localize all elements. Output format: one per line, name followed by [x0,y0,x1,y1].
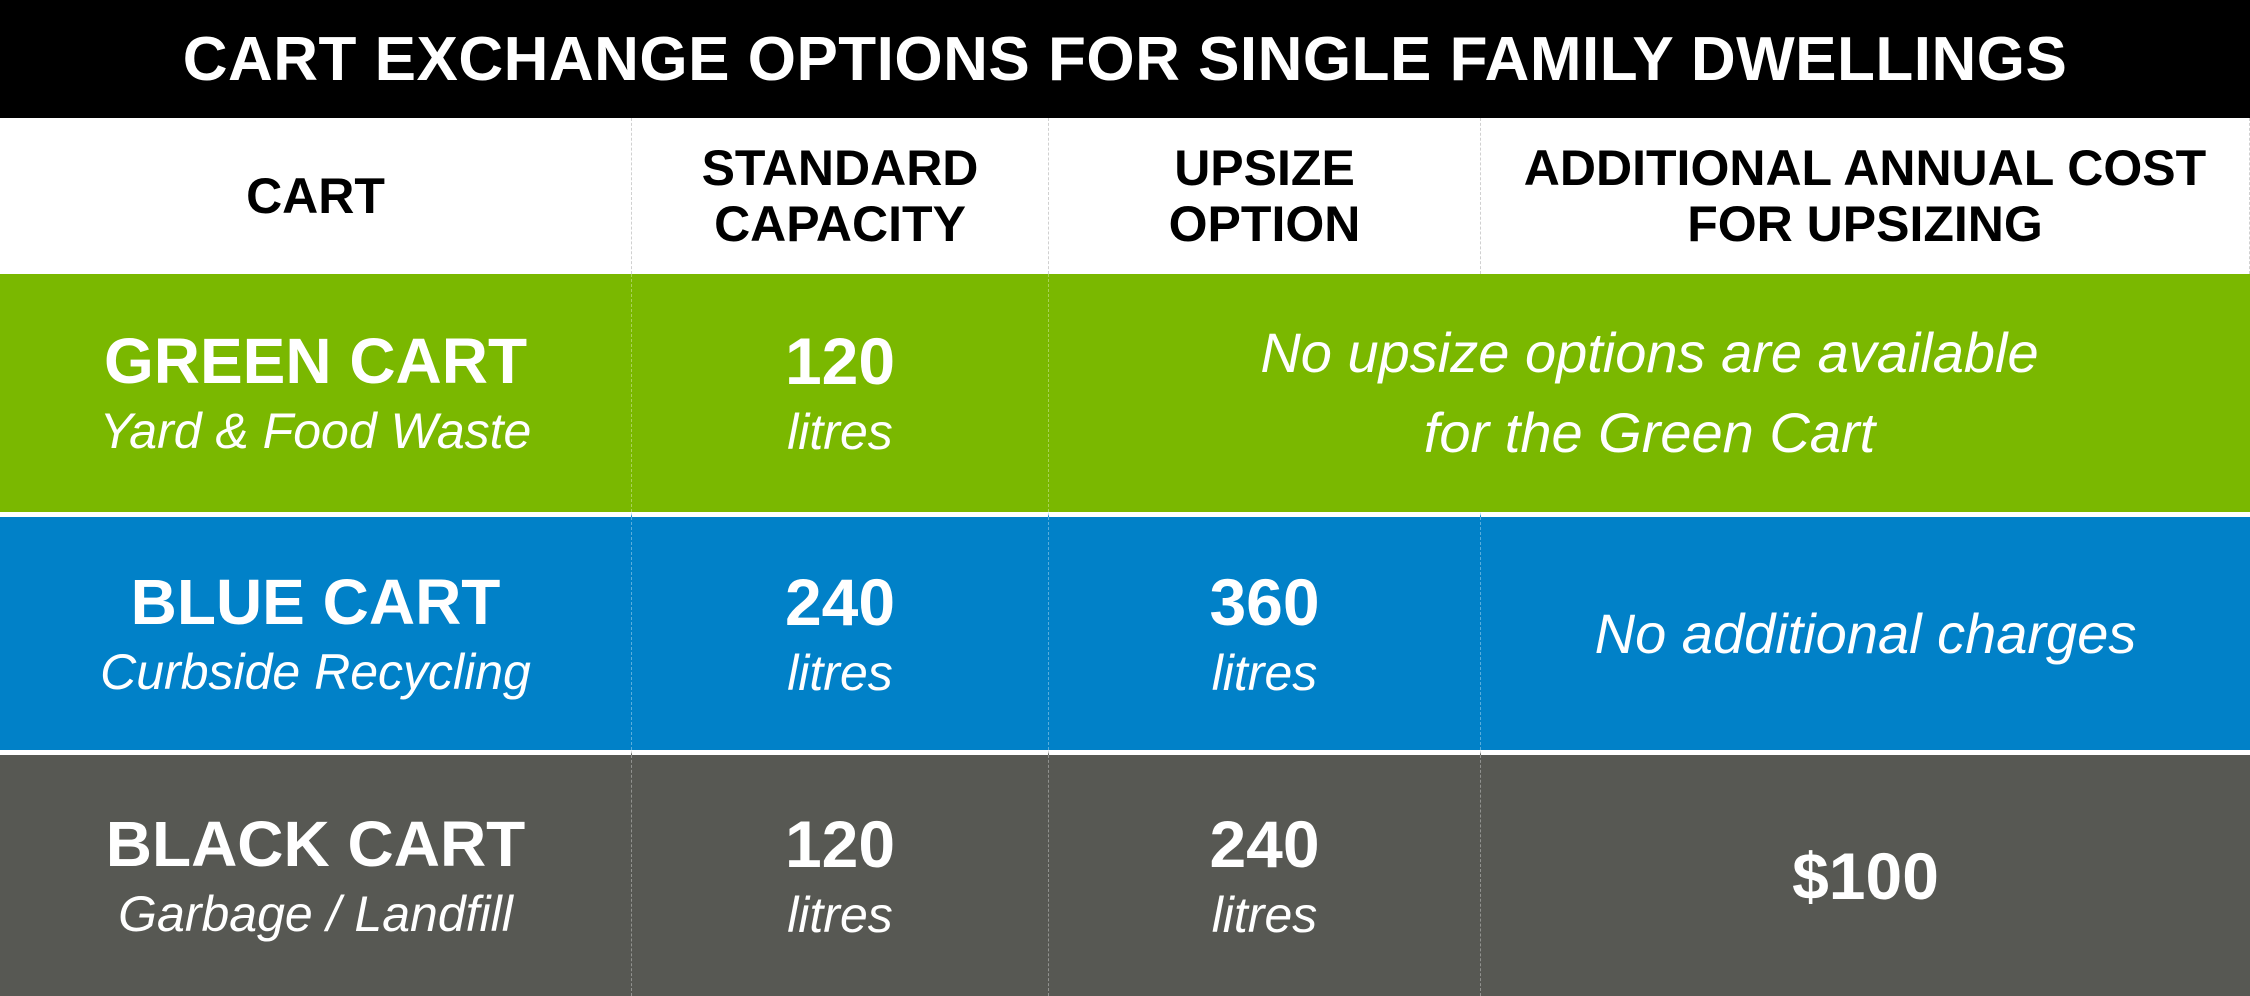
blue-upsize-option: 360 litres [1049,512,1481,750]
blue-standard-capacity: 240 litres [632,512,1049,750]
black-standard-unit: litres [787,886,893,943]
green-standard-capacity: 120 litres [632,274,1049,512]
black-additional-cost: $100 [1481,750,2250,996]
header-standard-capacity: STANDARD CAPACITY [632,118,1049,274]
header-upsize-option: UPSIZE OPTION [1049,118,1481,274]
blue-cart-cell: BLUE CART Curbside Recycling [0,512,632,750]
black-upsize-value: 240 [1209,806,1320,881]
black-cost-price: $100 [1792,838,1939,913]
green-cart-name: GREEN CART [103,325,528,397]
green-standard-value: 120 [784,324,896,398]
table-grid: CART STANDARD CAPACITY UPSIZE OPTION ADD… [0,118,2250,996]
blue-upsize-value: 360 [1209,564,1320,639]
table-title: CART EXCHANGE OPTIONS FOR SINGLE FAMILY … [0,0,2250,118]
black-cart-name: BLACK CART [105,807,526,880]
blue-cost-text: No additional charges [1594,601,2137,665]
header-cost-line2: FOR UPSIZING [1687,196,2043,252]
green-standard-unit: litres [787,404,893,460]
black-standard-capacity: 120 litres [632,750,1049,996]
blue-standard-unit: litres [787,644,893,701]
black-cart-cell: BLACK CART Garbage / Landfill [0,750,632,996]
header-cart-label: CART [246,168,385,224]
blue-upsize-unit: litres [1211,644,1318,701]
blue-standard-value: 240 [784,564,896,639]
blue-additional-cost: No additional charges [1481,512,2250,750]
header-cart: CART [0,118,632,274]
blue-cart-name: BLUE CART [130,565,501,638]
header-additional-cost: ADDITIONAL ANNUAL COST FOR UPSIZING [1481,118,2250,274]
black-cart-description: Garbage / Landfill [118,885,513,942]
header-standard-line1: STANDARD [701,140,979,196]
green-note-line2: for the Green Cart [1423,401,1876,464]
green-no-upsize-note: No upsize options are available for the … [1049,274,2250,512]
black-upsize-option: 240 litres [1049,750,1481,996]
black-upsize-unit: litres [1211,886,1318,943]
header-standard-line2: CAPACITY [714,196,966,252]
header-upsize-line2: OPTION [1168,196,1361,252]
header-upsize-line1: UPSIZE [1174,140,1355,196]
black-standard-value: 120 [784,806,896,881]
green-cart-description: Yard & Food Waste [99,403,532,459]
header-cost-line1: ADDITIONAL ANNUAL COST [1523,140,2207,196]
green-note-line1: No upsize options are available [1260,321,2039,384]
green-cart-cell: GREEN CART Yard & Food Waste [0,274,632,512]
blue-cart-description: Curbside Recycling [100,643,531,700]
